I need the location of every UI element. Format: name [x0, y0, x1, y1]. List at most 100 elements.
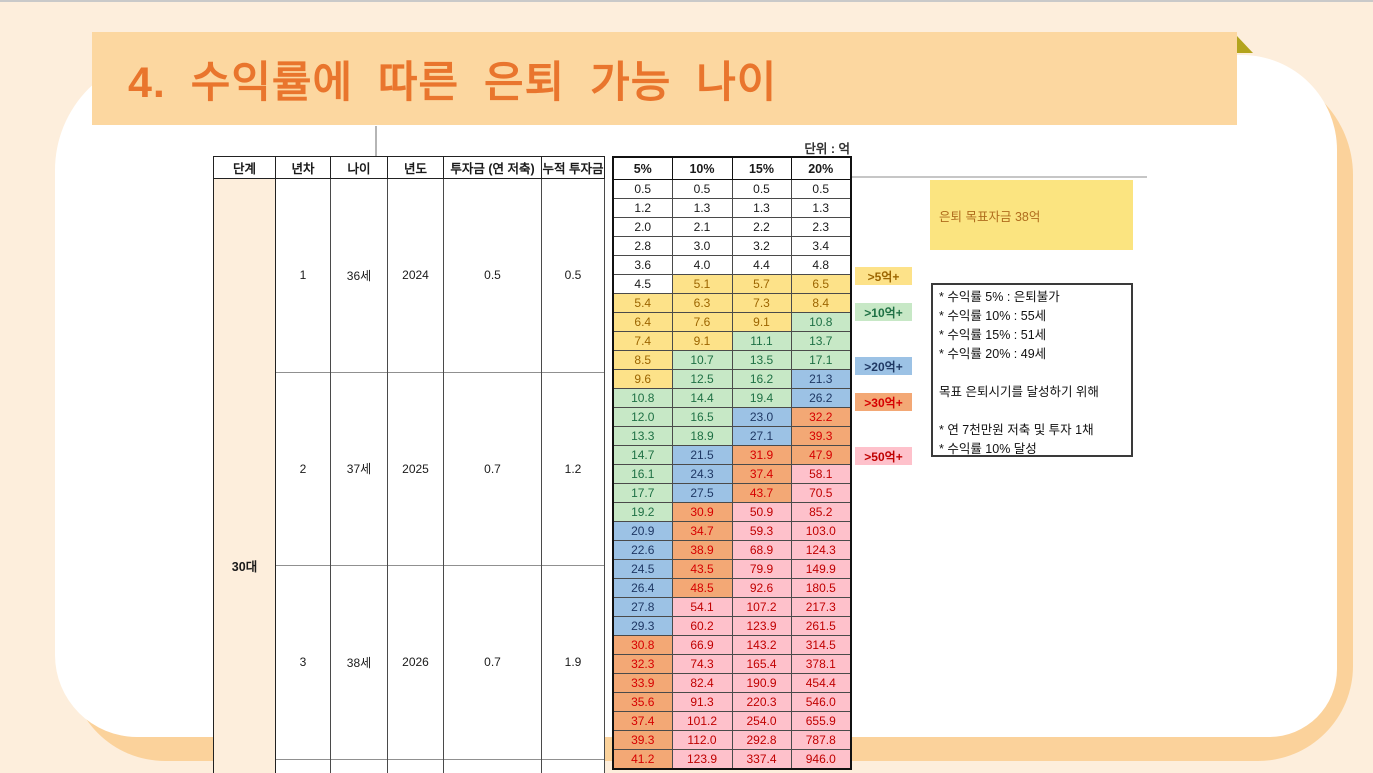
rate-value-cell: 4.8 [790, 255, 852, 275]
legend-marker: >30억+ [855, 393, 912, 411]
table-cell: 0.7 [443, 565, 542, 759]
rate-value-cell: 220.3 [731, 692, 792, 712]
rate-value-cell: 124.3 [790, 540, 852, 560]
table-cell: 0.7 [443, 371, 542, 566]
rate-value-cell: 9.1 [731, 312, 792, 332]
retirement-goal-text: 은퇴 목표자금 38억 [939, 209, 1041, 224]
rate-value-cell: 3.4 [790, 236, 852, 256]
rate-value-cell: 454.4 [790, 673, 852, 693]
rate-value-cell: 14.7 [612, 445, 673, 465]
rate-value-cell: 10.7 [671, 350, 733, 370]
legend-marker: >5억+ [855, 267, 912, 285]
table-cell: 37세 [330, 371, 388, 566]
rate-value-cell: 123.9 [671, 749, 733, 770]
rate-value-cell: 5.4 [612, 293, 673, 313]
page-title: 4. 수익률에 따른 은퇴 가능 나이 [128, 58, 778, 107]
legend-marker: >10억+ [855, 303, 912, 321]
rate-value-cell: 26.2 [790, 388, 852, 408]
rate-value-cell: 32.3 [612, 654, 673, 674]
rate-value-cell: 149.9 [790, 559, 852, 579]
rate-table-header: 5% 10% 15% 20% [612, 156, 852, 180]
column-header: 년차 [275, 156, 331, 179]
rate-value-cell: 12.5 [671, 369, 733, 389]
title-band: 4. 수익률에 따른 은퇴 가능 나이 [92, 32, 1237, 125]
rate-value-cell: 34.7 [671, 521, 733, 541]
table-cell: 0.5 [443, 178, 542, 372]
retirement-goal-box: 은퇴 목표자금 38억 [930, 180, 1133, 250]
rate-value-cell: 39.3 [612, 730, 673, 750]
rate-value-cell: 0.5 [671, 179, 733, 199]
rate-value-cell: 66.9 [671, 635, 733, 655]
rate-value-cell: 7.4 [612, 331, 673, 351]
table-cell: 1.2 [541, 371, 605, 566]
rate-value-cell: 48.5 [671, 578, 733, 598]
rate-value-cell: 6.5 [790, 274, 852, 294]
rate-value-cell: 19.2 [612, 502, 673, 522]
note-line: * 수익률 5% : 은퇴불가 [939, 290, 1060, 304]
fold-corner-decoration [1237, 36, 1253, 53]
rate-value-cell: 9.6 [612, 369, 673, 389]
note-line: 목표 은퇴시기를 달성하기 위해 [939, 385, 1099, 399]
rate-value-cell: 11.1 [731, 331, 792, 351]
legend-marker: >20억+ [855, 357, 912, 375]
unit-label: 단위 : 억 [804, 142, 850, 156]
rate-value-cell: 165.4 [731, 654, 792, 674]
rate-value-cell: 16.1 [612, 464, 673, 484]
rate-value-cell: 9.1 [671, 331, 733, 351]
rate-value-cell: 2.1 [671, 217, 733, 237]
note-line: * 수익률 20% : 49세 [939, 347, 1047, 361]
rate-value-cell: 314.5 [790, 635, 852, 655]
rate-value-cell: 5.1 [671, 274, 733, 294]
rate-table-body: 0.5 0.5 0.5 0.5 1.2 1.3 1.3 1.3 2.0 2.1 2.2 2.3 2.8 3… [612, 179, 852, 770]
rate-value-cell: 27.1 [731, 426, 792, 446]
stage-group-cell: 30대 [213, 178, 276, 773]
rate-value-cell: 946.0 [790, 749, 852, 770]
rate-value-cell: 13.3 [612, 426, 673, 446]
table-cell: 0.5 [541, 178, 605, 372]
rate-value-cell: 38.9 [671, 540, 733, 560]
table-cell: 0.7 [443, 758, 542, 773]
rate-value-cell: 39.3 [790, 426, 852, 446]
rate-column-header: 20% [790, 156, 852, 180]
rate-value-cell: 21.3 [790, 369, 852, 389]
rate-value-cell: 337.4 [731, 749, 792, 770]
rate-value-cell: 17.1 [790, 350, 852, 370]
rate-value-cell: 2.0 [612, 217, 673, 237]
rate-value-cell: 33.9 [612, 673, 673, 693]
column-header: 투자금 (연 저축) [443, 156, 542, 179]
rate-value-cell: 29.3 [612, 616, 673, 636]
gridline-horizontal [851, 176, 1147, 178]
rate-value-cell: 3.2 [731, 236, 792, 256]
rate-value-cell: 2.8 [612, 236, 673, 256]
rate-value-cell: 190.9 [731, 673, 792, 693]
column-header: 누적 투자금 [541, 156, 605, 179]
rate-value-cell: 1.3 [790, 198, 852, 218]
rate-value-cell: 54.1 [671, 597, 733, 617]
legend-marker: >50억+ [855, 447, 912, 465]
table-cell: 2026 [387, 565, 444, 759]
rate-value-cell: 112.0 [671, 730, 733, 750]
rate-value-cell: 6.3 [671, 293, 733, 313]
rate-value-cell: 0.5 [731, 179, 792, 199]
rate-value-cell: 79.9 [731, 559, 792, 579]
rate-value-cell: 20.9 [612, 521, 673, 541]
table-cell: 2 [275, 371, 331, 566]
rate-value-cell: 217.3 [790, 597, 852, 617]
table-cell: 38세 [330, 565, 388, 759]
table-cell: 1 [275, 178, 331, 372]
rate-value-cell: 41.2 [612, 749, 673, 770]
note-line: * 연 7천만원 저축 및 투자 1채 [939, 423, 1094, 437]
rate-value-cell: 50.9 [731, 502, 792, 522]
rate-value-cell: 18.9 [671, 426, 733, 446]
rate-value-cell: 91.3 [671, 692, 733, 712]
rate-value-cell: 37.4 [612, 711, 673, 731]
rate-value-cell: 546.0 [790, 692, 852, 712]
rate-value-cell: 27.8 [612, 597, 673, 617]
rate-value-cell: 58.1 [790, 464, 852, 484]
table-cell: 2024 [387, 178, 444, 372]
rate-value-cell: 12.0 [612, 407, 673, 427]
rate-column-header: 5% [612, 156, 673, 180]
rate-value-cell: 70.5 [790, 483, 852, 503]
table-cell: 36세 [330, 178, 388, 372]
